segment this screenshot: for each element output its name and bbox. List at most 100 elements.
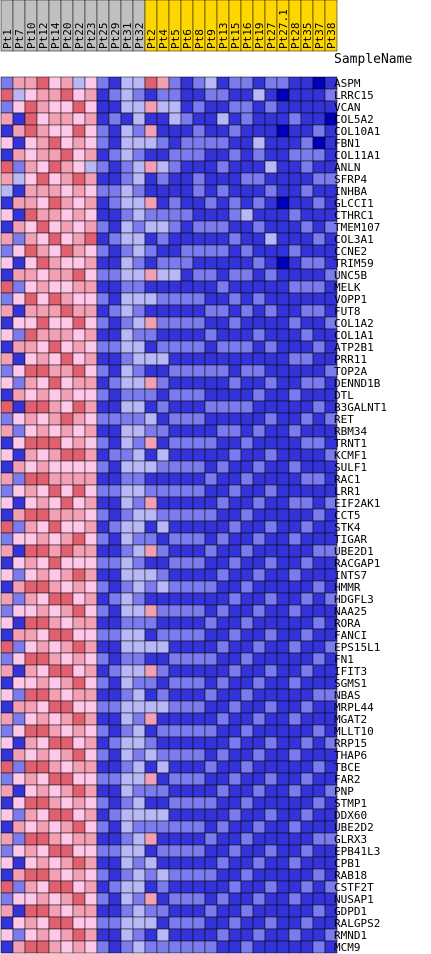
heatmap-cell [24, 748, 38, 762]
heatmap-cell [264, 172, 278, 186]
heatmap-cell [252, 508, 266, 522]
heatmap-cell [144, 472, 158, 486]
heatmap-cell [0, 520, 14, 534]
heatmap-cell [252, 160, 266, 174]
heatmap-cell [288, 400, 302, 414]
heatmap-cell [48, 892, 62, 906]
heatmap-cell [60, 916, 74, 930]
heatmap-cell [120, 904, 134, 918]
heatmap-cell [312, 808, 326, 822]
heatmap-cell [72, 688, 86, 702]
heatmap-cell [180, 448, 194, 462]
column-label: Pt12 [37, 23, 50, 50]
heatmap-cell [72, 832, 86, 846]
heatmap-cell [132, 160, 146, 174]
heatmap-cell [60, 496, 74, 510]
heatmap-cell [12, 700, 26, 714]
heatmap-cell [60, 352, 74, 366]
heatmap-cell [192, 928, 206, 942]
heatmap-cell [192, 412, 206, 426]
column-header-group: Pt1 Pt7 Pt10 Pt12 Pt14 Pt20 Pt22 Pt23 Pt25 Pt29 Pt… [0, 0, 338, 52]
heatmap-cell [204, 172, 218, 186]
heatmap-cell [96, 148, 110, 162]
row-label: FANCI [334, 629, 367, 642]
heatmap-cell [120, 640, 134, 654]
heatmap-cell [72, 664, 86, 678]
heatmap-cell [264, 820, 278, 834]
heatmap-cell [180, 544, 194, 558]
heatmap-cell [300, 532, 314, 546]
heatmap-cell [180, 508, 194, 522]
heatmap-cell [72, 484, 86, 498]
heatmap-cell [240, 148, 254, 162]
heatmap-cell [108, 628, 122, 642]
heatmap-cell [288, 844, 302, 858]
heatmap-cell [276, 160, 290, 174]
heatmap-cell [24, 412, 38, 426]
heatmap-cell [288, 196, 302, 210]
column-label: Pt28 [289, 23, 302, 50]
heatmap-cell [216, 220, 230, 234]
heatmap-cell [48, 676, 62, 690]
heatmap-cell [216, 712, 230, 726]
heatmap-cell [156, 712, 170, 726]
heatmap-cell [84, 616, 98, 630]
heatmap-cell [48, 820, 62, 834]
heatmap-cell [96, 112, 110, 126]
heatmap-cell [60, 100, 74, 114]
heatmap-cell [180, 268, 194, 282]
heatmap-cell [156, 640, 170, 654]
heatmap-cell [144, 412, 158, 426]
heatmap-cell [252, 316, 266, 330]
heatmap-cell [132, 376, 146, 390]
heatmap-cell [156, 388, 170, 402]
heatmap-cell [120, 796, 134, 810]
heatmap-cell [120, 100, 134, 114]
heatmap-cell [120, 148, 134, 162]
heatmap-cell [180, 748, 194, 762]
heatmap-cell [24, 556, 38, 570]
heatmap-cell [252, 232, 266, 246]
heatmap-cell [216, 304, 230, 318]
heatmap-cell [264, 160, 278, 174]
heatmap-cell [228, 376, 242, 390]
heatmap-cell [216, 844, 230, 858]
heatmap-cell [276, 664, 290, 678]
heatmap-cell [0, 760, 14, 774]
heatmap-cell [156, 472, 170, 486]
heatmap-cell [300, 328, 314, 342]
heatmap-cell [180, 724, 194, 738]
heatmap-cell [36, 736, 50, 750]
heatmap-cell [96, 592, 110, 606]
heatmap-cell [228, 832, 242, 846]
heatmap-cell [12, 376, 26, 390]
heatmap-cell [264, 388, 278, 402]
heatmap-cell [264, 100, 278, 114]
heatmap-cell [72, 136, 86, 150]
heatmap-cell [132, 676, 146, 690]
heatmap-cell [312, 160, 326, 174]
heatmap-cell [96, 160, 110, 174]
heatmap-cell [132, 88, 146, 102]
heatmap-cell [144, 448, 158, 462]
heatmap-cell [132, 208, 146, 222]
heatmap-cell [192, 112, 206, 126]
heatmap-cell [84, 448, 98, 462]
heatmap-cell [312, 712, 326, 726]
heatmap-cell [288, 316, 302, 330]
heatmap-cell [96, 724, 110, 738]
heatmap-cell [204, 376, 218, 390]
heatmap-cell [72, 172, 86, 186]
heatmap-cell [144, 928, 158, 942]
heatmap-cell [132, 616, 146, 630]
heatmap-cell [24, 388, 38, 402]
row-label: CCNE2 [334, 245, 367, 258]
heatmap-cell [300, 268, 314, 282]
heatmap-cell [240, 412, 254, 426]
heatmap-cell [156, 844, 170, 858]
heatmap-cell [108, 856, 122, 870]
heatmap-cell [144, 568, 158, 582]
heatmap-cell [180, 160, 194, 174]
heatmap-cell [276, 652, 290, 666]
